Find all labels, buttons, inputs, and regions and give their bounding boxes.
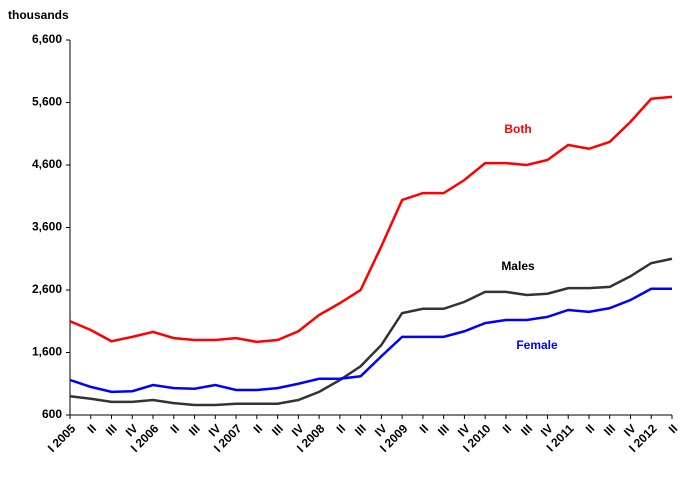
x-tick-label: II — [251, 421, 266, 436]
x-tick-label: II — [417, 421, 432, 436]
x-tick-label: I 2005 — [45, 421, 79, 455]
x-tick-label: II — [666, 421, 681, 436]
x-tick-label: III — [269, 421, 286, 438]
data-line — [69, 95, 673, 344]
series-label: Males — [501, 259, 535, 273]
x-tick-label: II — [168, 421, 183, 436]
y-tick-label: 4,600 — [32, 157, 62, 171]
y-tick-label: 5,600 — [32, 95, 62, 109]
y-tick-label: 1,600 — [32, 345, 62, 359]
x-tick-label: III — [103, 421, 120, 438]
x-tick-label: II — [85, 421, 100, 436]
series-label: Female — [516, 338, 558, 352]
series-label: Both — [504, 122, 531, 136]
y-tick-label: 3,600 — [32, 220, 62, 234]
y-tick-label: 2,600 — [32, 282, 62, 296]
x-tick-label: III — [435, 421, 452, 438]
y-tick-label: 600 — [42, 407, 62, 421]
x-tick-label: III — [352, 421, 369, 438]
y-axis-label: thousands — [8, 8, 69, 22]
y-tick-label: 6,600 — [32, 32, 62, 46]
x-tick-label: II — [583, 421, 598, 436]
x-tick-label: II — [334, 421, 349, 436]
x-tick-label: III — [518, 421, 535, 438]
x-tick-label: II — [500, 421, 515, 436]
data-line — [69, 287, 672, 394]
x-tick-label: III — [186, 421, 203, 438]
x-tick-label: III — [601, 421, 618, 438]
data-line — [69, 257, 673, 407]
